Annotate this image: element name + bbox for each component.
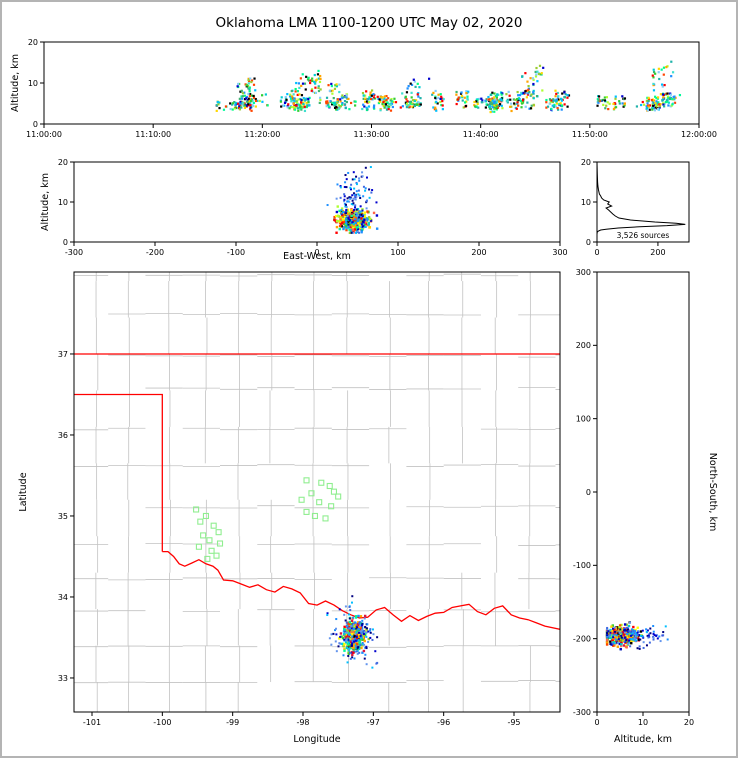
panel-altitude-histogram: 3,526 sources (597, 162, 686, 242)
map-lightning-cluster (326, 595, 379, 669)
svg-text:36: 36 (58, 431, 68, 440)
svg-text:20: 20 (28, 38, 38, 47)
map-xlabel: Longitude (293, 734, 340, 745)
svg-text:200: 200 (471, 248, 486, 257)
svg-text:0: 0 (33, 120, 38, 129)
svg-text:100: 100 (576, 414, 591, 423)
svg-text:33: 33 (58, 674, 68, 683)
svg-text:100: 100 (390, 248, 405, 257)
svg-text:11:20:00: 11:20:00 (244, 130, 280, 139)
map-ylabel: Latitude (18, 472, 29, 511)
svg-text:10: 10 (581, 198, 591, 207)
svg-text:20: 20 (684, 718, 694, 727)
svg-text:-300: -300 (573, 708, 591, 717)
svg-text:-97: -97 (367, 718, 380, 727)
northsouth-altitude-points (605, 621, 669, 651)
svg-text:200: 200 (650, 248, 665, 257)
svg-text:-95: -95 (507, 718, 520, 727)
svg-text:35: 35 (58, 512, 68, 521)
svg-text:10: 10 (28, 79, 38, 88)
panel-altitude-northsouth: Altitude, km North-South, km (605, 453, 718, 745)
state-border (74, 353, 560, 630)
svg-text:0: 0 (594, 248, 599, 257)
eastwest-ylabel: Altitude, km (40, 173, 51, 231)
panel-eastwest-altitude: East-West, km Altitude, km (40, 166, 379, 262)
source-count-annotation: 3,526 sources (617, 231, 670, 240)
eastwest-xlabel: East-West, km (283, 251, 351, 262)
svg-text:-101: -101 (83, 718, 101, 727)
time-panel-ylabel: Altitude, km (10, 54, 21, 112)
svg-text:-100: -100 (153, 718, 171, 727)
northsouth-xlabel: Altitude, km (614, 734, 672, 745)
svg-text:-100: -100 (573, 561, 591, 570)
panel-time-altitude: Altitude, km (10, 54, 682, 114)
svg-text:11:30:00: 11:30:00 (354, 130, 390, 139)
lma-station-markers (193, 477, 342, 562)
svg-text:0: 0 (586, 238, 591, 247)
svg-text:10: 10 (638, 718, 648, 727)
svg-text:11:00:00: 11:00:00 (26, 130, 62, 139)
time-altitude-points (215, 60, 682, 114)
northsouth-ylabel: North-South, km (707, 453, 718, 531)
svg-text:0: 0 (314, 248, 319, 257)
svg-text:34: 34 (58, 593, 68, 602)
svg-text:200: 200 (576, 341, 591, 350)
axes-and-ticks: 11:00:00 11:10:00 11:20:00 11:30:00 11:40:00… (26, 38, 717, 727)
svg-text:0: 0 (594, 718, 599, 727)
panel-map: Longitude Latitude (18, 272, 560, 745)
county-boundaries (74, 272, 560, 712)
svg-text:-98: -98 (296, 718, 309, 727)
svg-text:37: 37 (58, 350, 68, 359)
svg-text:-300: -300 (65, 248, 83, 257)
svg-text:11:10:00: 11:10:00 (135, 130, 171, 139)
svg-text:10: 10 (58, 198, 68, 207)
svg-text:11:40:00: 11:40:00 (463, 130, 499, 139)
svg-text:11:50:00: 11:50:00 (572, 130, 608, 139)
svg-text:-96: -96 (437, 718, 450, 727)
svg-text:-200: -200 (573, 634, 591, 643)
chart-title: Oklahoma LMA 1100-1200 UTC May 02, 2020 (216, 15, 523, 31)
svg-text:-100: -100 (227, 248, 245, 257)
svg-text:-99: -99 (226, 718, 239, 727)
svg-text:-200: -200 (146, 248, 164, 257)
svg-text:0: 0 (63, 238, 68, 247)
svg-text:20: 20 (58, 158, 68, 167)
source-density-curve (597, 162, 686, 242)
svg-text:300: 300 (576, 268, 591, 277)
svg-text:0: 0 (586, 488, 591, 497)
svg-text:20: 20 (581, 158, 591, 167)
svg-text:300: 300 (552, 248, 567, 257)
svg-text:12:00:00: 12:00:00 (681, 130, 717, 139)
eastwest-altitude-points (326, 166, 379, 234)
